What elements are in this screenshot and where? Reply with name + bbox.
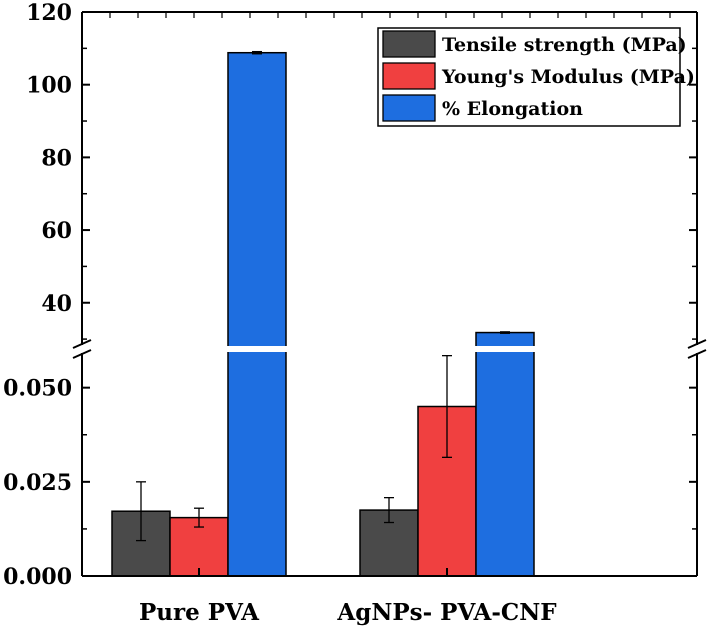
break-mark-right-2 [687,349,707,359]
y-tick-label-lower-1: 0.025 [3,470,72,496]
break-mark-left-1 [72,339,92,349]
legend: Tensile strength (MPa) Young's Modulus (M… [377,27,695,127]
axes-layer: 40 60 80 100 120 0.000 0.025 0.050 Pure PVA AgNPs… [3,0,707,626]
y-tick-label-upper-2: 80 [41,145,72,171]
y-tick-label-upper-3: 100 [26,73,72,99]
bar-2-1 [475,331,535,577]
y-tick-label-upper-4: 120 [26,0,72,26]
x-tick-label-1: AgNPs- PVA-CNF [336,599,557,626]
legend-swatch-0 [382,30,436,58]
bars-layer [76,50,703,577]
break-mark-left-2 [72,349,92,359]
break-mark-right-1 [687,339,707,349]
legend-swatch-1 [382,62,436,90]
y-tick-label-lower-2: 0.050 [3,376,72,402]
axis-break-gap [76,346,703,352]
bar-2-0 [227,51,287,577]
y-tick-label-lower-0: 0.000 [3,564,72,590]
x-tick-label-0: Pure PVA [139,599,260,626]
legend-label-0: Tensile strength (MPa) [442,34,687,56]
legend-label-1: Young's Modulus (MPa) [441,66,695,88]
y-tick-label-upper-1: 60 [41,218,72,244]
legend-label-2: % Elongation [442,98,583,120]
y-tick-label-upper-0: 40 [41,291,72,317]
legend-swatch-2 [382,94,436,122]
